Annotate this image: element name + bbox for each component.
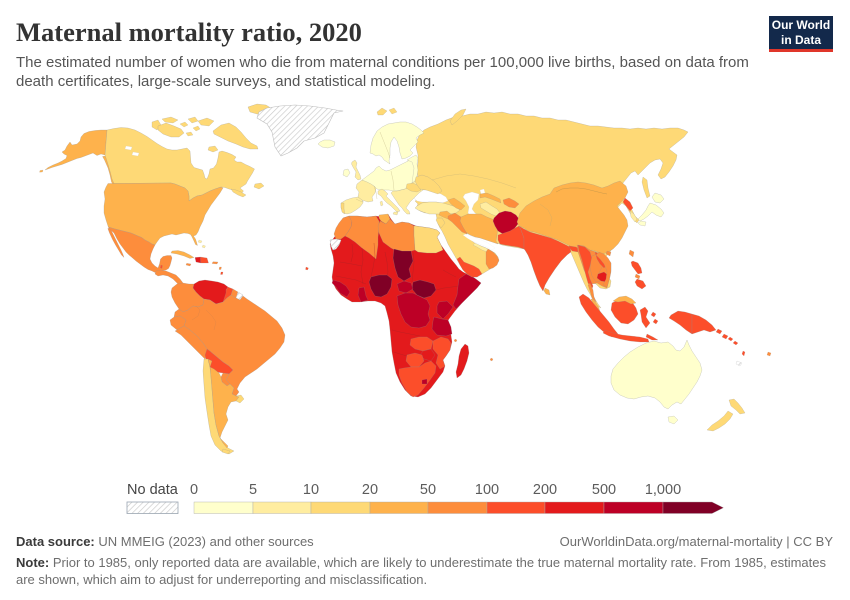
svg-text:100: 100 — [475, 482, 499, 498]
svg-text:20: 20 — [362, 482, 378, 498]
svg-text:500: 500 — [592, 482, 616, 498]
svg-text:5: 5 — [249, 482, 257, 498]
svg-text:200: 200 — [533, 482, 557, 498]
svg-text:1,000: 1,000 — [645, 482, 681, 498]
svg-text:50: 50 — [420, 482, 436, 498]
svg-text:0: 0 — [190, 482, 198, 498]
svg-text:No data: No data — [127, 482, 179, 498]
svg-text:10: 10 — [303, 482, 319, 498]
